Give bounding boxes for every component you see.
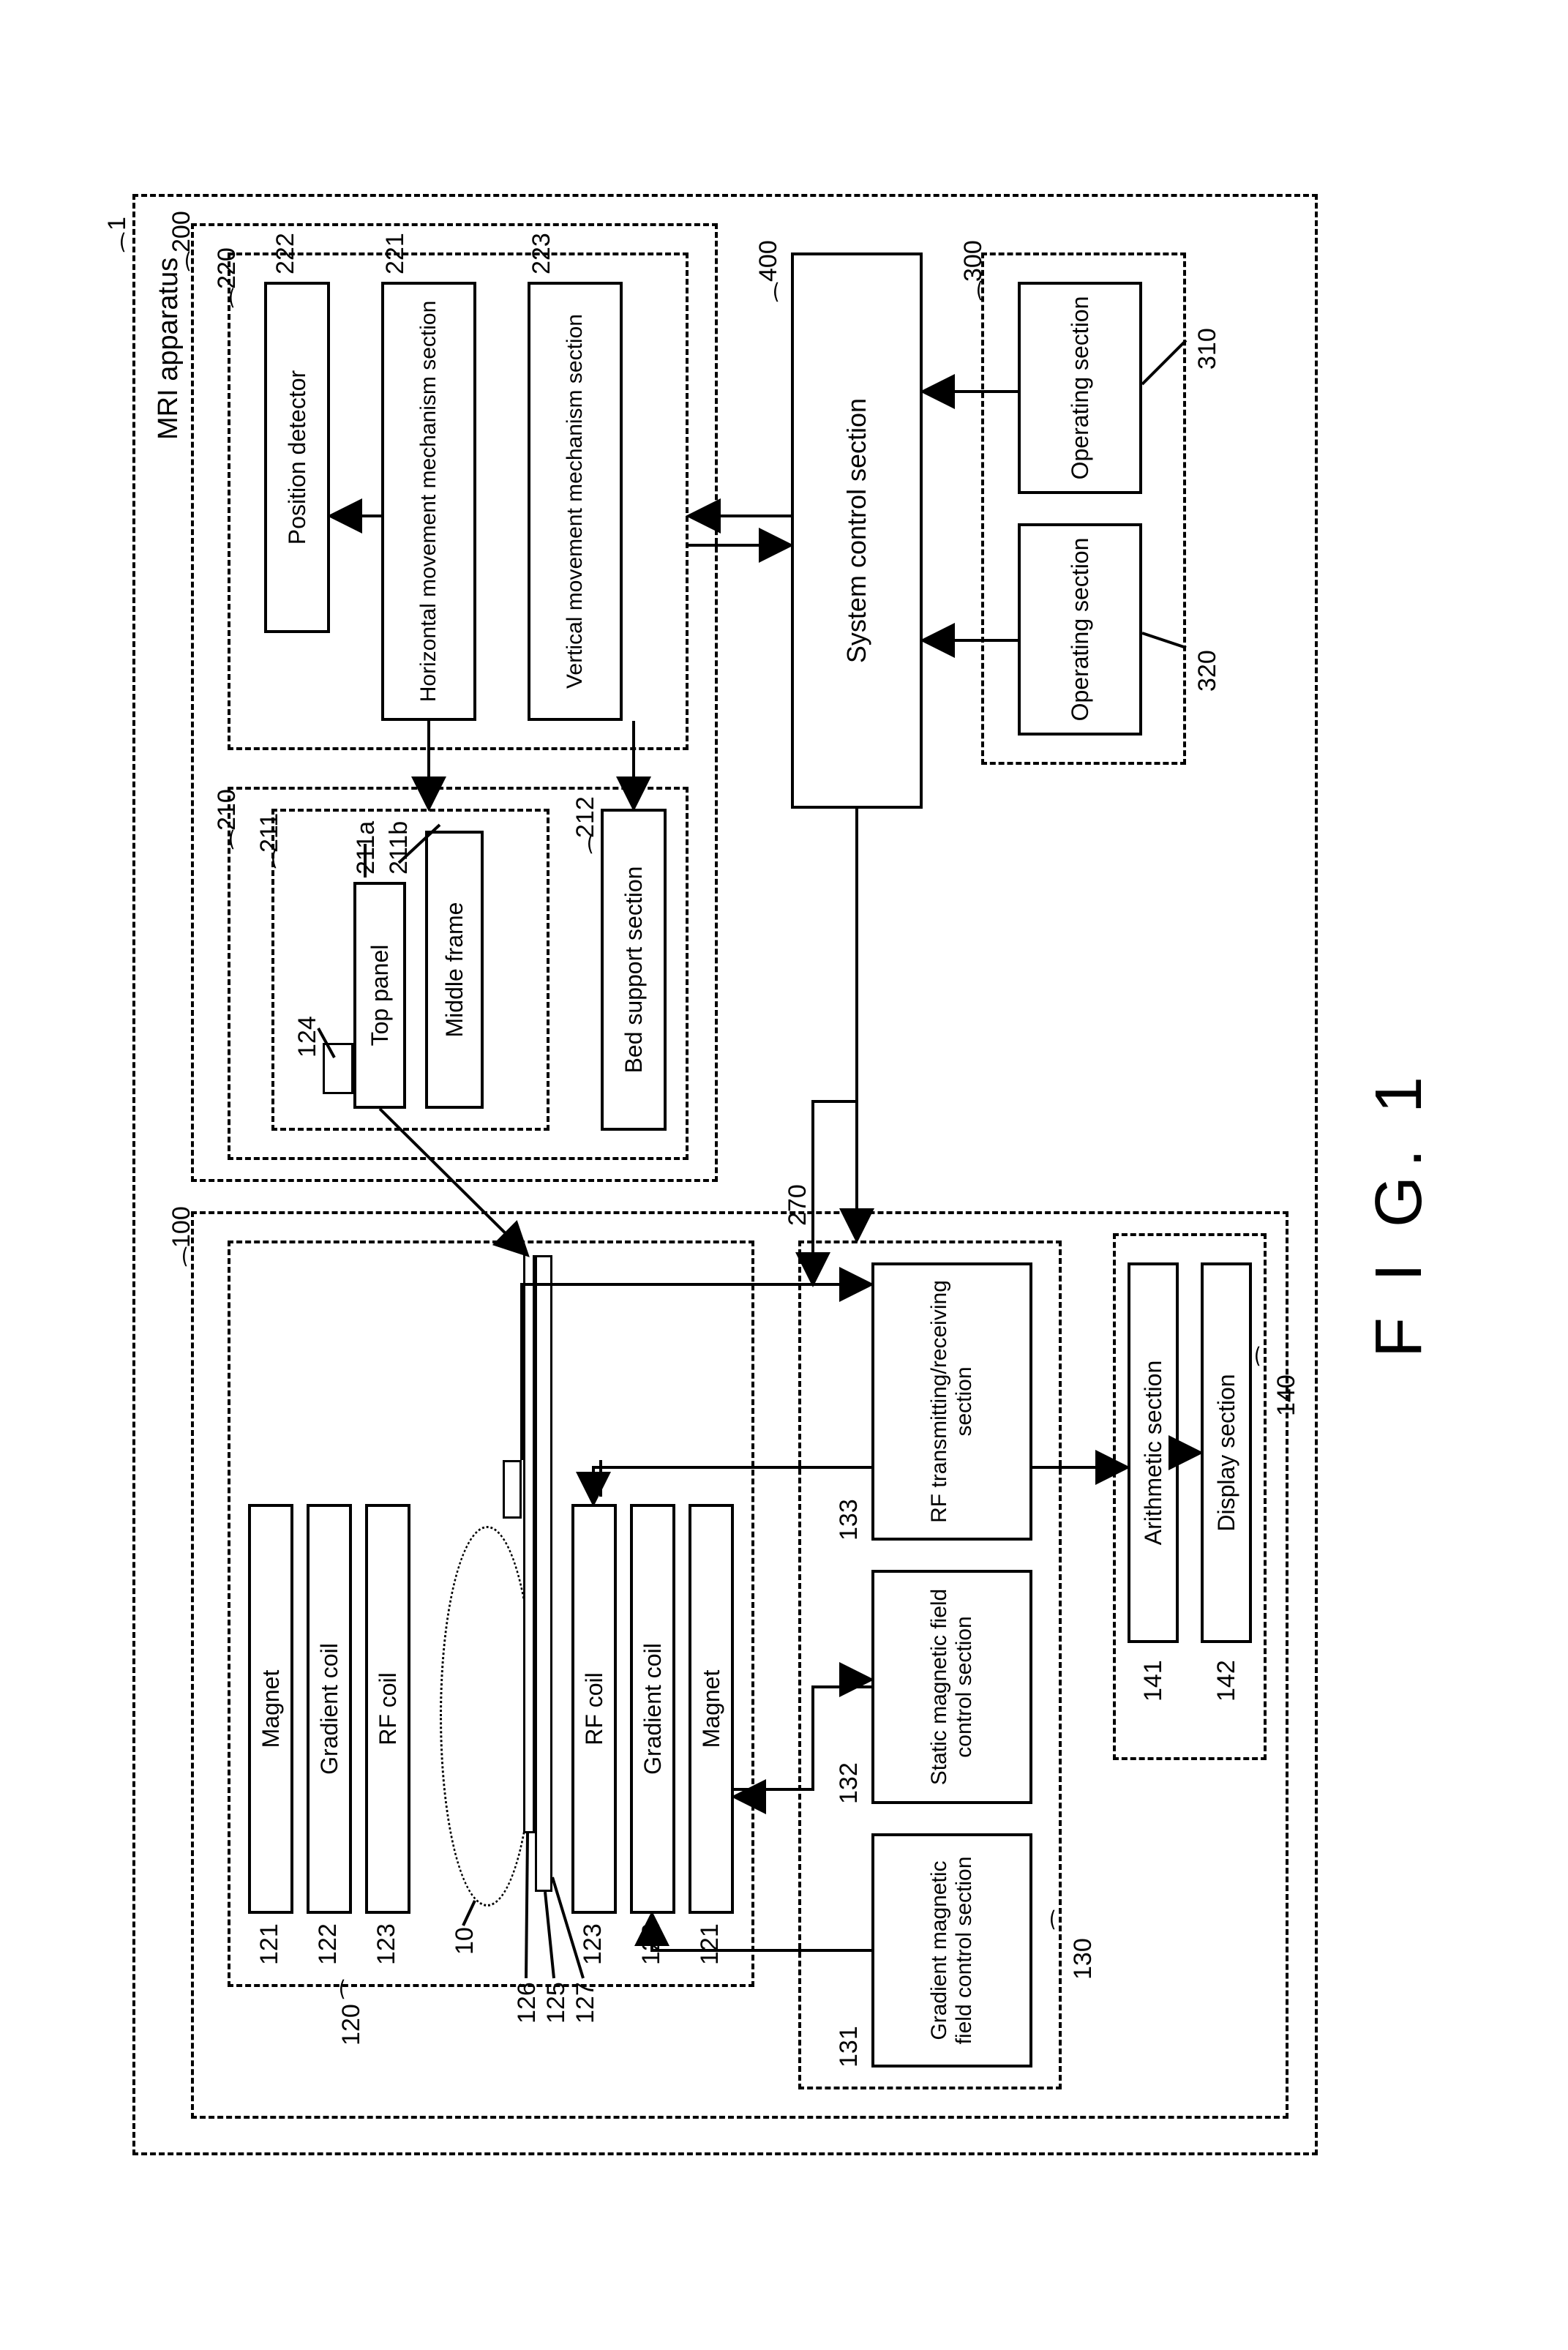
ref-222: 222: [271, 233, 300, 274]
gradient-bot-label: Gradient coil: [639, 1643, 667, 1775]
op-310: Operating section: [1018, 282, 1142, 494]
tilde-120: ⁀: [341, 1980, 367, 1998]
tilde-300: ⁀: [978, 282, 1004, 299]
ref-141: 141: [1139, 1660, 1168, 1702]
tilde-200: ⁀: [187, 252, 212, 270]
ref-140: 140: [1272, 1374, 1301, 1416]
magnet-top-label: Magnet: [258, 1670, 285, 1748]
display: Display section: [1201, 1262, 1252, 1643]
arithmetic-label: Arithmetic section: [1140, 1361, 1167, 1546]
gradient-top-label: Gradient coil: [316, 1643, 343, 1775]
ref-223: 223: [528, 233, 556, 274]
grad-control-label: Gradient magnetic field control section: [927, 1841, 977, 2060]
ref-122-top: 122: [314, 1923, 342, 1965]
tilde-220: ⁀: [230, 289, 256, 307]
ref-1: 1: [103, 217, 132, 231]
ref-120: 120: [337, 2004, 366, 2046]
tilde-140: ⁀: [1256, 1347, 1282, 1365]
ref-121-bot: 121: [696, 1923, 724, 1965]
ref-211: 211: [255, 813, 284, 853]
ref-124: 124: [293, 1016, 322, 1058]
bed-slab-inner: [523, 1255, 535, 1833]
ref-221: 221: [381, 233, 410, 274]
ref-133: 133: [835, 1499, 863, 1541]
ref-270: 270: [784, 1184, 812, 1226]
display-label: Display section: [1213, 1374, 1240, 1531]
rf-txrx-label: RF transmitting/receiving section: [927, 1270, 977, 1533]
op-320: Operating section: [1018, 523, 1142, 736]
mri-apparatus-label: MRI apparatus: [153, 255, 184, 443]
op-320-label: Operating section: [1067, 538, 1094, 722]
tilde-212: ⁀: [589, 835, 615, 853]
magnet-bot: Magnet: [689, 1504, 734, 1914]
ref-211a: 211a: [352, 821, 380, 875]
rf-top: RF coil: [365, 1504, 410, 1914]
ref-100: 100: [168, 1206, 196, 1248]
position-detector-label: Position detector: [284, 370, 311, 545]
horiz-mech: Horizontal movement mechanism section: [381, 282, 476, 721]
top-panel-label: Top panel: [367, 945, 394, 1047]
ref-220: 220: [213, 247, 241, 289]
vert-mech-label: Vertical movement mechanism section: [563, 314, 588, 689]
tilde-400: ⁀: [775, 283, 800, 301]
ref-127: 127: [571, 1982, 600, 2024]
magnet-bot-label: Magnet: [698, 1670, 725, 1748]
ref-211b: 211b: [385, 821, 413, 875]
coil-box-124: [503, 1460, 522, 1519]
rf-bot: RF coil: [571, 1504, 617, 1914]
gradient-bot: Gradient coil: [630, 1504, 675, 1914]
ref-200: 200: [168, 211, 196, 252]
horiz-mech-label: Horizontal movement mechanism section: [416, 301, 441, 703]
ref-125: 125: [542, 1982, 571, 2024]
ref-142: 142: [1212, 1660, 1241, 1702]
ref-10: 10: [451, 1927, 479, 1955]
ref-310: 310: [1193, 328, 1222, 370]
ref-123-top: 123: [372, 1923, 401, 1965]
vert-mech: Vertical movement mechanism section: [528, 282, 623, 721]
system-control: System control section: [791, 252, 923, 809]
ref-123-bot: 123: [579, 1923, 607, 1965]
op-310-label: Operating section: [1067, 296, 1094, 480]
patient-ellipse: [440, 1526, 535, 1906]
tilde-130: ⁀: [1051, 1911, 1077, 1928]
top-panel: Top panel: [353, 882, 406, 1109]
ref-400: 400: [754, 240, 783, 282]
ref-300: 300: [959, 240, 988, 282]
ref-122-bot: 122: [637, 1923, 666, 1965]
tilde-211: ⁀: [273, 850, 299, 867]
ref-210: 210: [213, 789, 241, 831]
ref-121-top: 121: [255, 1923, 284, 1965]
rf-top-label: RF coil: [375, 1672, 402, 1745]
tilde-100: ⁀: [184, 1248, 209, 1265]
system-control-label: System control section: [841, 398, 872, 663]
figure-label: F I G. 1: [1362, 1068, 1437, 1358]
ref-212: 212: [571, 796, 600, 838]
bed-support-label: Bed support section: [620, 867, 648, 1074]
bed-support: Bed support section: [601, 809, 667, 1131]
tilde-210: ⁀: [230, 831, 256, 848]
middle-frame-label: Middle frame: [441, 902, 468, 1038]
ref-131: 131: [835, 2026, 863, 2068]
rf-bot-label: RF coil: [581, 1672, 608, 1745]
ref-132: 132: [835, 1762, 863, 1804]
static-control: Static magnetic field control section: [871, 1570, 1032, 1804]
diagram-root: 1 ⁀ MRI apparatus 100 ⁀ 200 ⁀ 120 ⁀ Magn…: [89, 150, 1479, 2199]
middle-frame: Middle frame: [425, 831, 484, 1109]
arithmetic: Arithmetic section: [1128, 1262, 1179, 1643]
ref-126: 126: [513, 1982, 541, 2024]
coil-124-box: [323, 1043, 353, 1094]
position-detector: Position detector: [264, 282, 330, 633]
ref-130: 130: [1069, 1938, 1098, 1980]
tilde-1: ⁀: [121, 233, 147, 251]
gradient-top: Gradient coil: [307, 1504, 352, 1914]
static-control-label: Static magnetic field control section: [927, 1577, 977, 1797]
grad-control: Gradient magnetic field control section: [871, 1833, 1032, 2068]
bed-slab-outer: [535, 1255, 552, 1892]
magnet-top: Magnet: [248, 1504, 293, 1914]
rf-txrx: RF transmitting/receiving section: [871, 1262, 1032, 1541]
ref-320: 320: [1193, 650, 1222, 692]
